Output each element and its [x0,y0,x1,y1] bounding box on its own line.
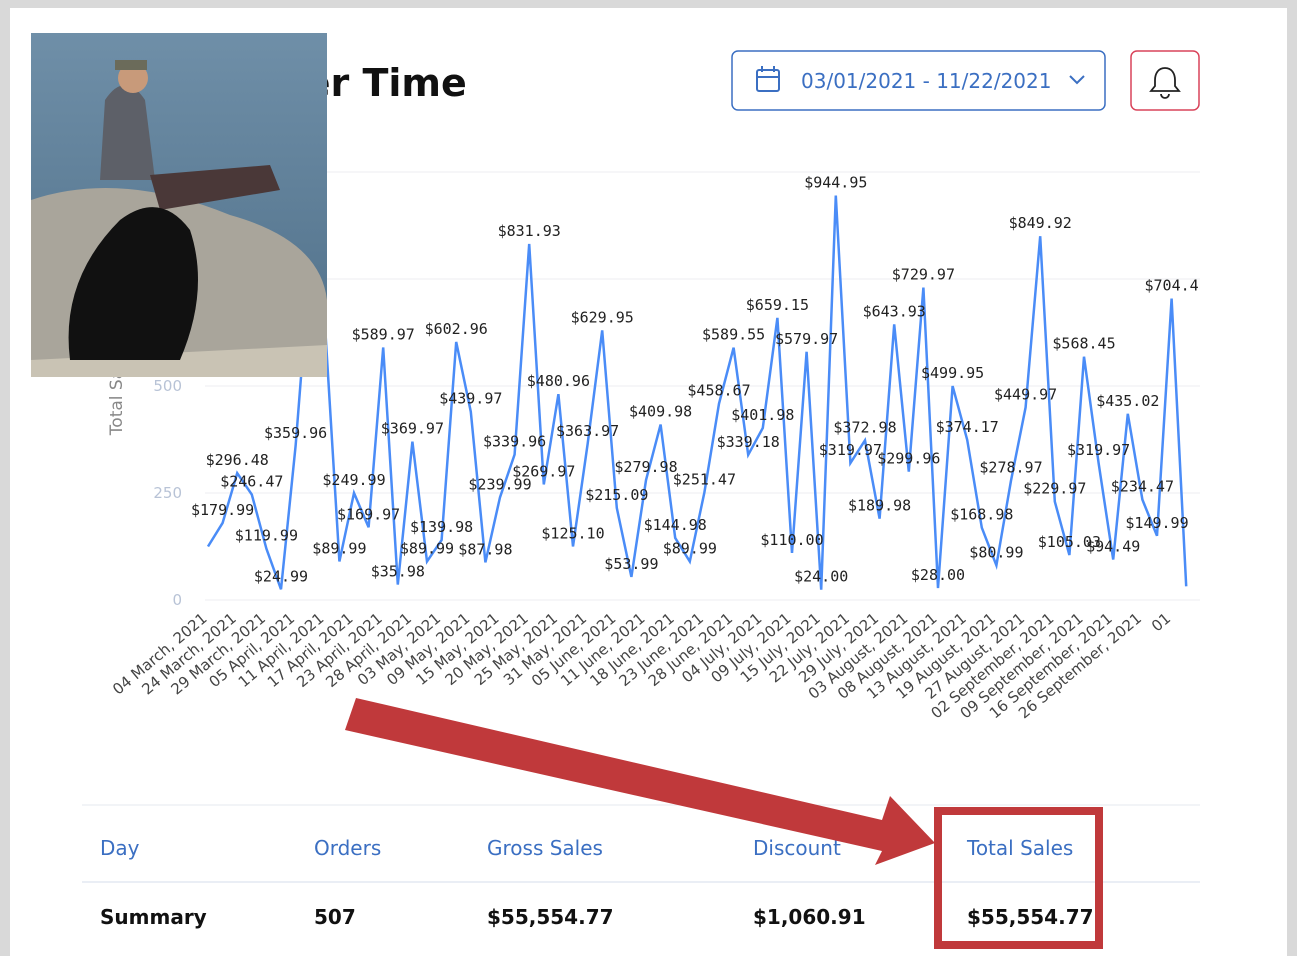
column-header: Orders [314,836,381,860]
data-label: $229.97 [1023,480,1086,498]
column-header: Gross Sales [487,836,603,860]
data-label: $339.96 [483,432,546,450]
data-label: $139.98 [410,518,473,536]
date-range: 03/01/2021 - 11/22/2021 [801,69,1051,93]
column-header: Day [100,836,140,860]
data-label: $169.97 [337,505,400,523]
data-label: $87.98 [458,540,512,558]
data-label: $480.96 [527,372,590,390]
data-label: $24.00 [794,568,848,586]
data-label: $831.93 [498,222,561,240]
data-label: $53.99 [604,555,658,573]
data-label: $269.97 [512,462,575,480]
data-label: $149.99 [1125,514,1188,532]
data-label: $24.99 [254,567,308,585]
data-label: $278.97 [979,459,1042,477]
alert-button[interactable] [1131,51,1199,110]
data-label: $249.99 [322,471,385,489]
data-label: $234.47 [1111,478,1174,496]
data-label: $125.10 [541,524,604,542]
data-label: $279.98 [614,458,677,476]
data-label: $179.99 [191,501,254,519]
data-label: $629.95 [571,308,634,326]
data-label: $729.97 [892,266,955,284]
y-tick-label: 500 [153,377,182,395]
table-cell: Summary [100,905,207,929]
data-label: $319.97 [1067,441,1130,459]
table-cell: $1,060.91 [753,905,866,929]
data-label: $359.96 [264,424,327,442]
data-label: $643.93 [863,302,926,320]
data-label: $704.4 [1145,277,1199,295]
table-cell: 507 [314,905,356,929]
data-label: $401.98 [731,406,794,424]
data-label: $409.98 [629,403,692,421]
column-header: Total Sales [966,836,1073,860]
screen: Sales Over Time 03/01/2021 - 11/22/2021 … [0,0,1297,956]
data-label: $28.00 [911,566,965,584]
data-label: $589.55 [702,326,765,344]
data-label: $35.98 [371,563,425,581]
data-label: $299.96 [877,450,940,468]
data-label: $439.97 [439,390,502,408]
data-label: $89.99 [312,539,366,557]
data-label: $119.99 [235,527,298,545]
data-label: $589.97 [352,325,415,343]
data-label: $944.95 [804,174,867,192]
data-label: $80.99 [969,543,1023,561]
data-label: $110.00 [760,531,823,549]
data-label: $435.02 [1096,392,1159,410]
y-tick-label: 250 [153,484,182,502]
data-label: $499.95 [921,364,984,382]
data-label: $168.98 [950,506,1013,524]
table-cell: $55,554.77 [967,905,1094,929]
data-label: $659.15 [746,296,809,314]
data-label: $296.48 [206,451,269,469]
data-label: $94.49 [1086,538,1140,556]
column-header: Discount [753,836,841,860]
data-label: $449.97 [994,385,1057,403]
data-label: $251.47 [673,470,736,488]
data-label: $215.09 [585,486,648,504]
data-label: $568.45 [1052,335,1115,353]
photo [31,33,327,377]
data-label: $89.99 [663,539,717,557]
data-label: $372.98 [833,418,896,436]
data-label: $246.47 [220,473,283,491]
data-label: $849.92 [1009,214,1072,232]
data-label: $369.97 [381,420,444,438]
data-label: $363.97 [556,422,619,440]
page: {"header": {"title": "Sales Over Time", … [0,0,1297,956]
data-label: $579.97 [775,330,838,348]
data-label: $319.97 [819,441,882,459]
data-label: $374.17 [936,418,999,436]
table-cell: $55,554.77 [487,905,614,929]
data-label: $89.99 [400,539,454,557]
data-label: $189.98 [848,497,911,515]
data-label: $602.96 [425,320,488,338]
data-label: $339.18 [717,433,780,451]
y-tick-label: 0 [172,591,182,609]
data-label: $144.98 [644,516,707,534]
data-label: $458.67 [687,382,750,400]
